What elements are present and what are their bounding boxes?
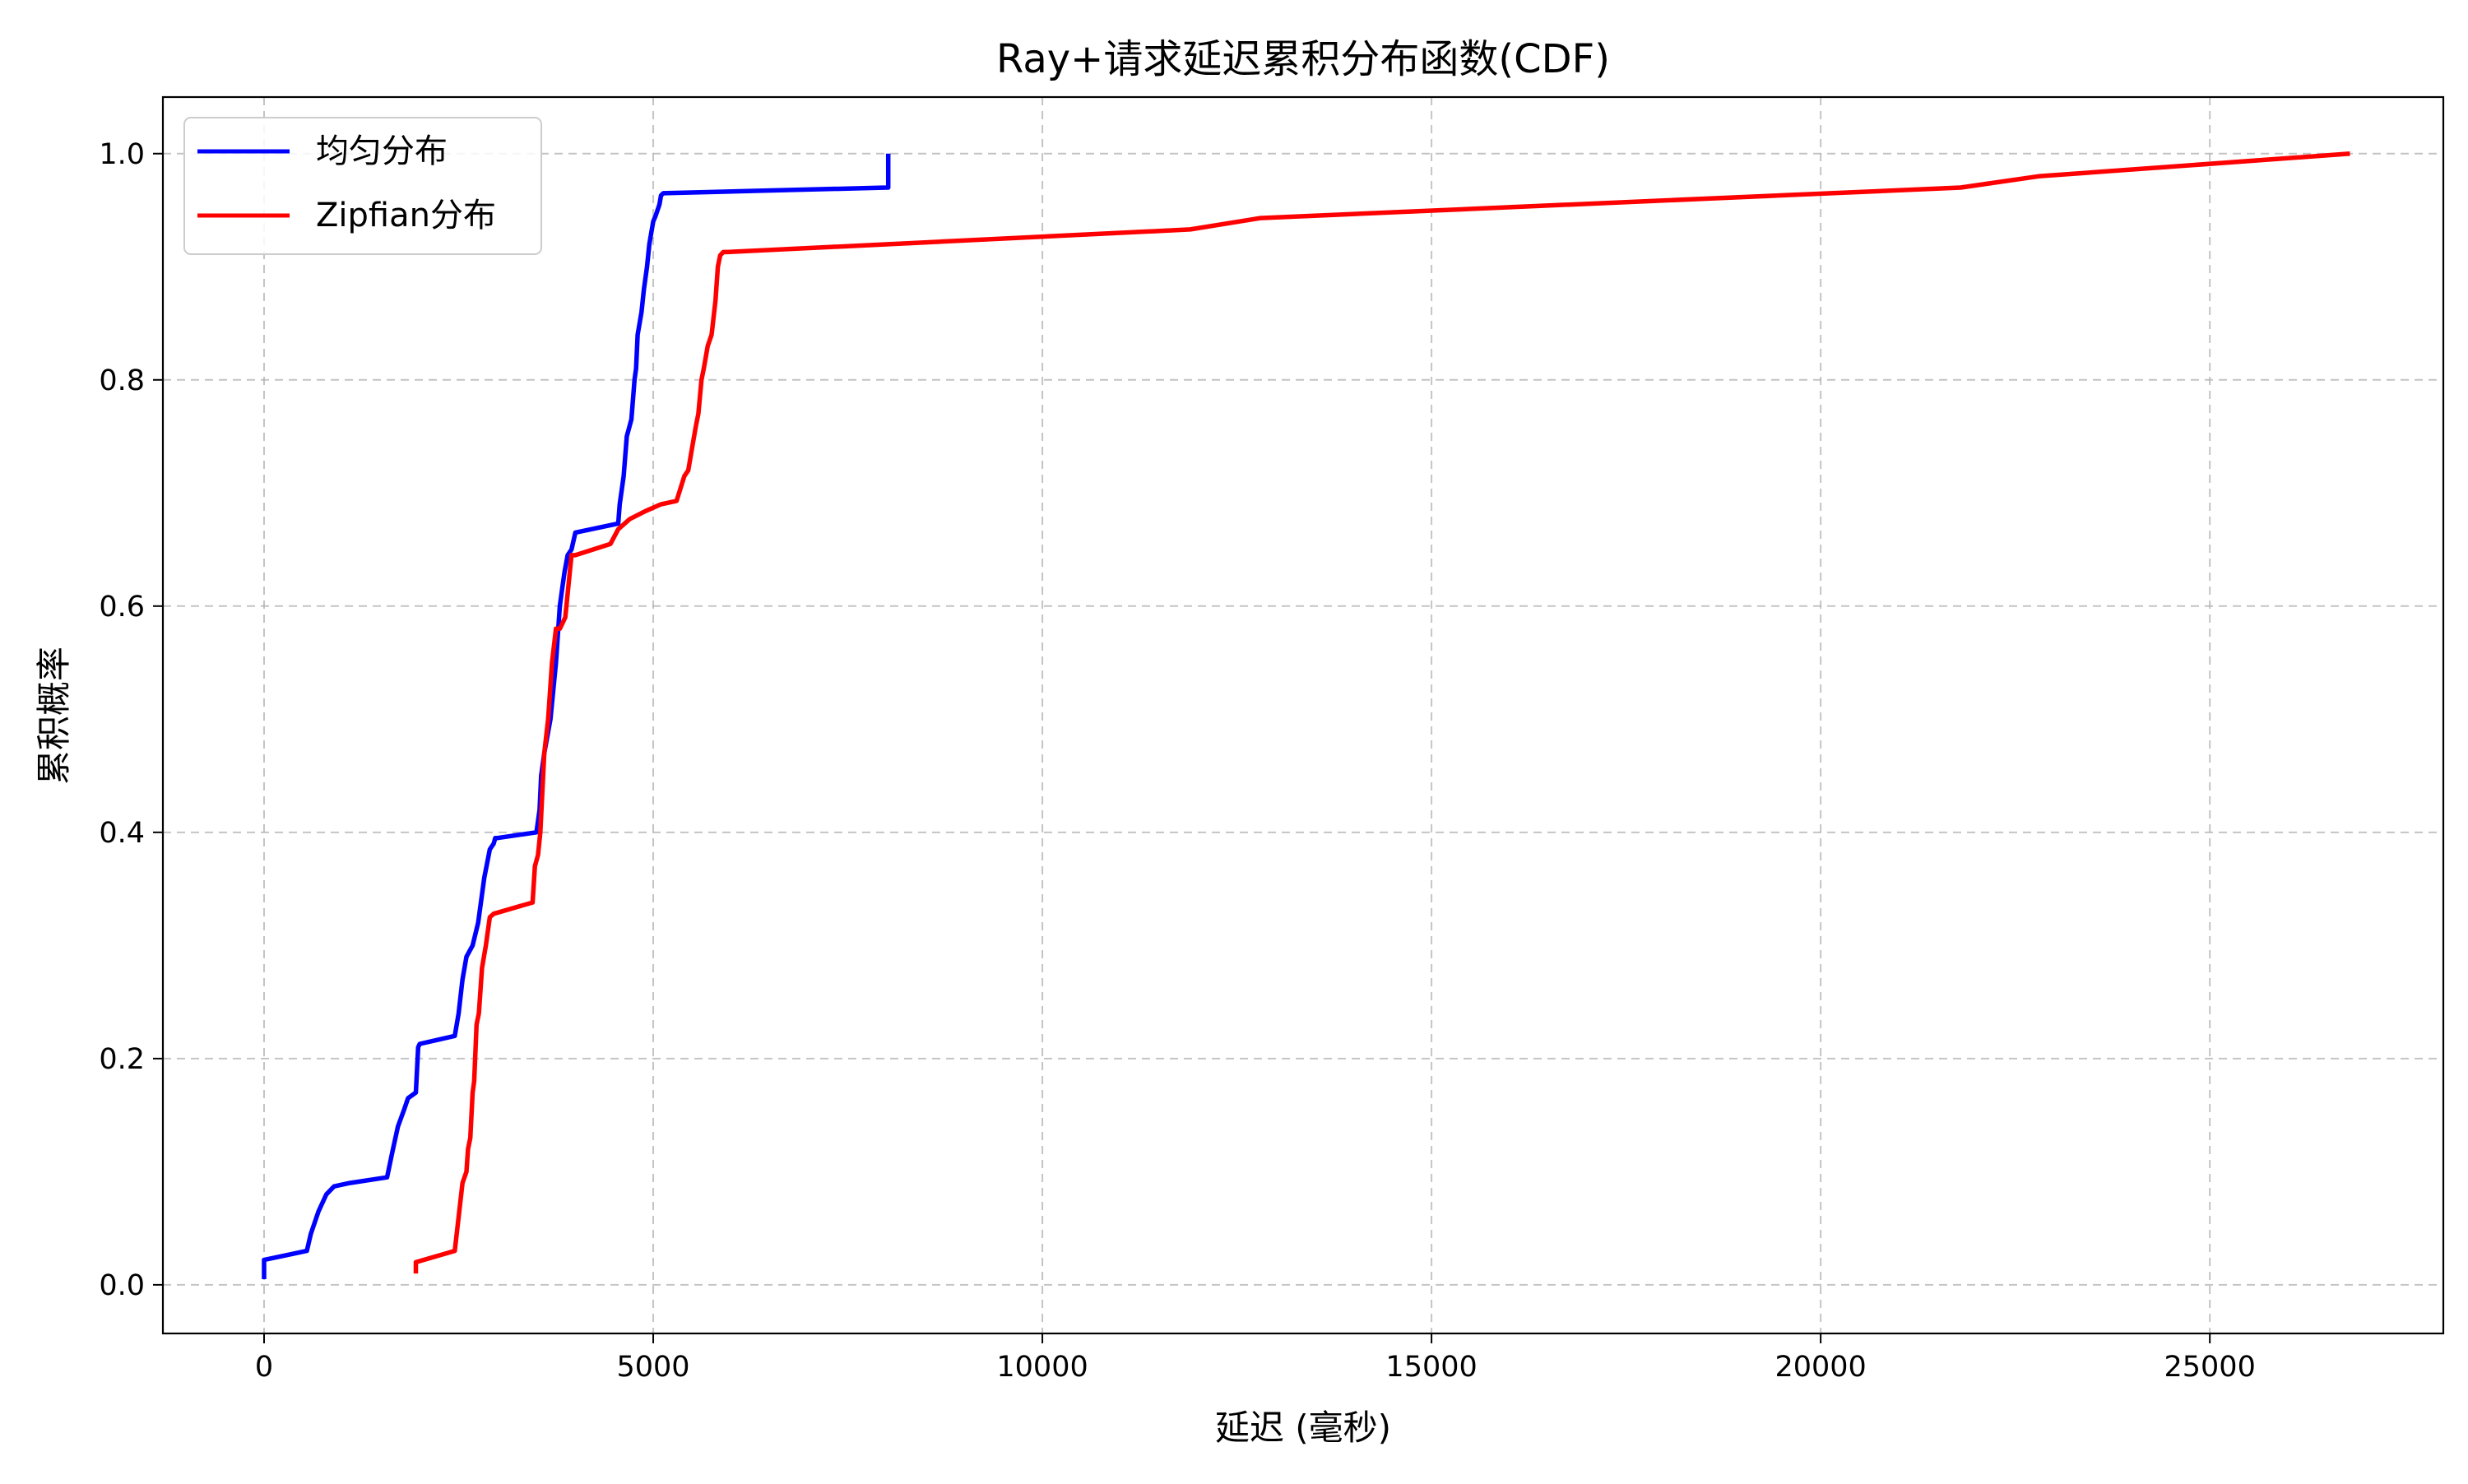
axis-ticks: 0 5000 10000 15000 20000 25000 0.0 0.2 0.4 0.6 0.8… [99, 138, 2256, 1384]
y-tick-label: 0.8 [99, 364, 145, 397]
x-axis-label: 延迟 (毫秒) [1215, 1407, 1391, 1448]
x-tick-label: 15000 [1385, 1351, 1477, 1384]
plot-frame [161, 95, 2445, 1335]
grid-lines [163, 97, 2443, 1333]
legend: 均匀分布 Zipfian分布 [183, 117, 542, 255]
y-tick-label: 0.4 [99, 817, 145, 850]
y-tick-label: 0.0 [99, 1269, 145, 1302]
legend-label-zipfian: Zipfian分布 [316, 197, 496, 234]
x-tick-label: 10000 [996, 1351, 1088, 1384]
x-tick-label: 5000 [616, 1351, 689, 1384]
x-tick-label: 25000 [2164, 1351, 2256, 1384]
x-tick-label: 0 [255, 1351, 273, 1384]
y-tick-label: 0.6 [99, 591, 145, 624]
series-line-zipfian [413, 151, 2350, 1274]
series-lines [262, 151, 2350, 1279]
y-tick-label: 0.2 [99, 1043, 145, 1076]
legend-label-uniform: 均匀分布 [316, 132, 448, 170]
x-tick-label: 20000 [1774, 1351, 1866, 1384]
chart-title: Ray+请求延迟累积分布函数(CDF) [996, 36, 1610, 82]
y-axis-label: 累积概率 [34, 647, 74, 785]
y-tick-label: 1.0 [99, 138, 145, 171]
